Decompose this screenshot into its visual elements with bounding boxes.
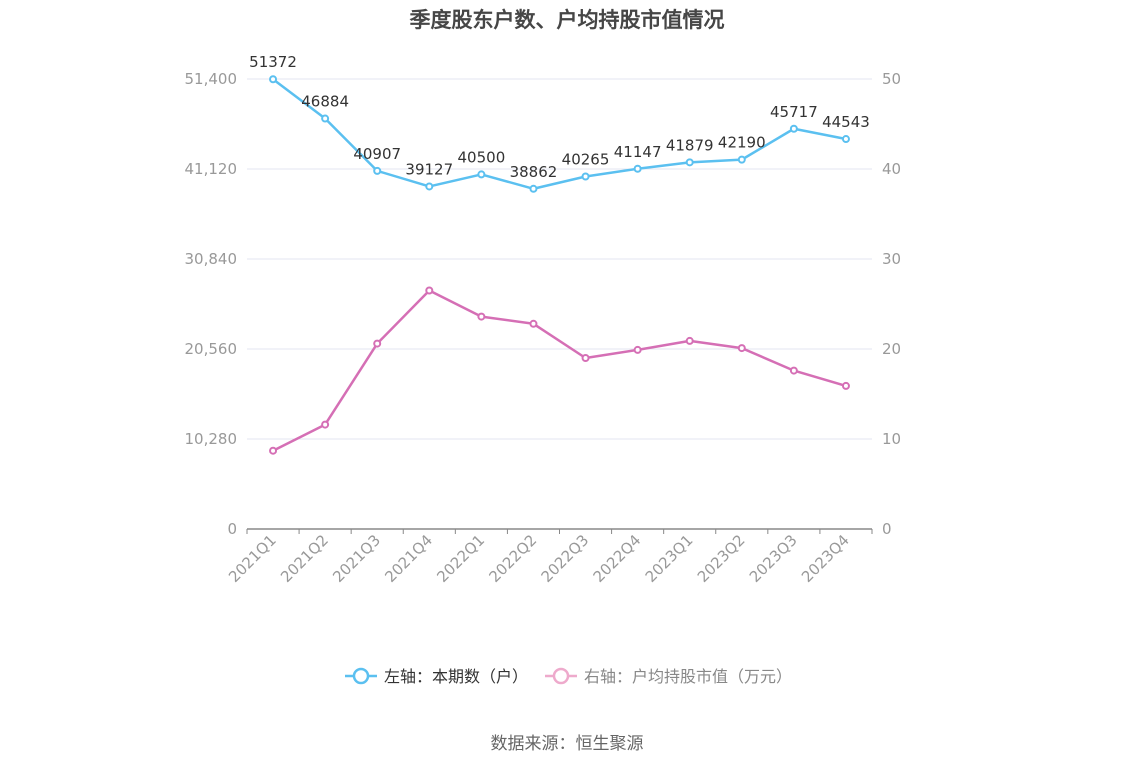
series-1-point	[789, 124, 798, 133]
series-line-2	[272, 289, 847, 452]
x-axis-tick-label: 2021Q3	[329, 531, 384, 586]
series-1-point	[477, 170, 486, 179]
left-axis-tick-label: 20,560	[185, 340, 238, 358]
data-label: 46884	[301, 93, 349, 111]
data-label: 45717	[770, 103, 818, 121]
series-2-point	[529, 319, 538, 328]
right-axis-tick-label: 20	[882, 340, 901, 358]
series-2-point	[321, 420, 330, 429]
x-axis-tick-label: 2021Q1	[225, 531, 280, 586]
series-1-point	[321, 114, 330, 123]
x-axis-tick-label: 2023Q2	[694, 531, 749, 586]
data-source: 数据来源：恒生聚源	[490, 734, 644, 754]
right-axis-tick-label: 40	[882, 160, 901, 178]
data-label: 41879	[666, 136, 714, 154]
series-1-point	[737, 155, 746, 164]
left-axis-tick-label: 0	[227, 520, 237, 538]
series-2-point	[477, 312, 486, 321]
chart-title: 季度股东户数、户均持股市值情况	[409, 8, 725, 32]
series-2-point	[737, 344, 746, 353]
series-1-point	[425, 182, 434, 191]
x-axis-tick-label: 2022Q3	[538, 531, 593, 586]
right-axis-tick-label: 0	[882, 520, 892, 538]
right-axis-tick-label: 10	[882, 430, 901, 448]
legend-item-2: 右轴：户均持股市值（万元）	[584, 667, 792, 686]
left-axis-tick-label: 10,280	[185, 430, 238, 448]
x-axis-tick-label: 2023Q1	[642, 531, 697, 586]
series-2-point	[789, 366, 798, 375]
x-axis-tick-label: 2021Q2	[277, 531, 332, 586]
series-1-point	[685, 158, 694, 167]
data-label: 40265	[562, 150, 610, 168]
x-axis-tick-label: 2022Q1	[433, 531, 488, 586]
data-label: 39127	[405, 160, 453, 178]
x-axis-tick-label: 2022Q4	[590, 531, 645, 586]
series-1-point	[269, 75, 278, 84]
right-axis-tick-label: 50	[882, 70, 901, 88]
series-2-point	[373, 339, 382, 348]
series-2-point	[841, 381, 850, 390]
series-2-point	[269, 446, 278, 455]
left-axis-tick-label: 41,120	[185, 160, 238, 178]
x-axis-tick-label: 2023Q4	[798, 531, 853, 586]
x-axis-tick-label: 2022Q2	[485, 531, 540, 586]
data-label: 41147	[614, 143, 662, 161]
series-1-point	[633, 164, 642, 173]
left-axis-tick-label: 51,400	[185, 70, 238, 88]
legend-marker-1	[352, 667, 370, 685]
series-2-point	[581, 354, 590, 362]
legend-item-1: 左轴：本期数（户）	[384, 667, 528, 686]
series-2-point	[425, 286, 434, 295]
series-line-1	[272, 78, 847, 191]
series-2-point	[633, 345, 642, 354]
data-label: 51372	[249, 53, 297, 71]
left-axis-tick-label: 30,840	[185, 250, 238, 268]
x-axis-tick-label: 2023Q3	[746, 531, 801, 586]
data-label: 40500	[458, 148, 506, 166]
series-2-point	[685, 336, 694, 345]
right-axis-tick-label: 30	[882, 250, 901, 268]
data-label: 40907	[353, 145, 401, 163]
data-label: 38862	[510, 163, 558, 181]
series-1-point	[841, 135, 850, 144]
data-label: 42190	[718, 134, 766, 152]
legend-marker-2	[552, 667, 570, 685]
x-axis-tick-label: 2021Q4	[381, 531, 436, 586]
series-1-point	[529, 184, 538, 193]
series-1-point	[373, 166, 382, 175]
series-1-point	[581, 172, 590, 181]
data-label: 44543	[822, 113, 870, 131]
